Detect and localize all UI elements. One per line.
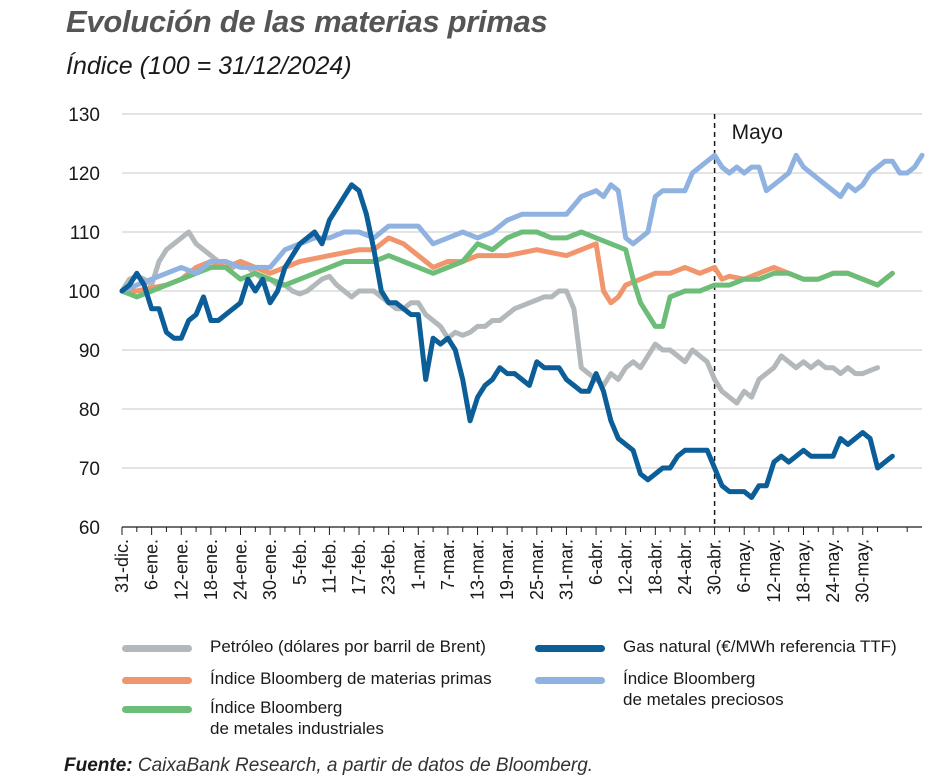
y-tick-label: 110 [70,223,100,244]
y-tick-label: 120 [68,164,100,185]
y-axis-ticks: 60 70 80 90 100 110 120 130 [68,105,100,539]
x-tick-label: 12-abr. [616,539,636,595]
legend-swatch-commodities [122,677,192,684]
x-tick-label: 30-may. [853,539,873,603]
legend-item-gas: Gas natural (€/MWh referencia TTF) [535,636,897,657]
y-tick-label: 80 [79,400,100,421]
x-tick-label: 6-ene. [142,539,162,590]
x-tick-label: 19-mar. [497,539,517,600]
x-tick-label: 24-ene. [231,539,251,600]
y-tick-label: 100 [68,282,100,303]
source-label: Fuente: [64,755,133,776]
x-tick-label: 12-ene. [171,539,191,600]
series-line-ndice-bloomberg-de [119,235,895,306]
x-tick-label: 13-mar. [468,539,488,600]
series-line-ndice-bloomberg-de [119,152,925,294]
x-tick-label: 18-ene. [201,539,221,600]
legend-label-industrial-metals: Índice Bloomberg de metales industriales [210,698,384,738]
series-line-ndice-bloomberg-de [119,229,895,329]
series-line-gas-natural-mwh [119,182,895,500]
x-tick-label: 6-abr. [586,539,606,585]
x-tick-label: 5-feb. [290,539,310,585]
legend-label-oil: Petróleo (dólares por barril de Brent) [210,637,486,656]
legend-swatch-industrial-metals [122,706,192,713]
series-lines [119,152,925,500]
y-tick-label: 90 [79,341,100,362]
legend-item-precious-metals: Índice Bloomberg de metales preciosos [535,668,784,710]
grid-lines [122,113,922,528]
legend-label-gas: Gas natural (€/MWh referencia TTF) [623,637,897,656]
line-chart: 60 70 80 90 100 110 120 130 31-dic. 6-ene. 12-ene… [68,105,925,603]
legend-item-oil: Petróleo (dólares por barril de Brent) [122,636,486,657]
x-tick-label: 25-mar. [527,539,547,600]
x-tick-label: 17-feb. [349,539,369,595]
x-tick-label: 12-may. [764,539,784,603]
x-axis-ticks: 31-dic. 6-ene. 12-ene. 18-ene. 24-ene. 30-ene… [112,527,908,603]
legend-swatch-oil [122,645,192,652]
x-tick-label: 24-may. [823,539,843,603]
x-tick-label: 18-abr. [645,539,665,595]
y-tick-label: 130 [68,105,100,126]
x-tick-label: 23-feb. [379,539,399,595]
chart-subtitle: Índice (100 = 31/12/2024) [66,52,352,80]
x-tick-label: 18-may. [793,539,813,603]
source-text: CaixaBank Research, a partir de datos de… [137,755,594,776]
may-annotation: Mayo [713,114,783,527]
legend-label-commodities: Índice Bloomberg de materias primas [210,669,492,688]
x-tick-label: 24-abr. [675,539,695,595]
legend-swatch-precious-metals [535,677,605,684]
x-tick-label: 30-abr. [705,539,725,595]
x-tick-label: 7-mar. [438,539,458,590]
y-tick-label: 60 [79,518,100,539]
source-note: Fuente: CaixaBank Research, a partir de … [64,755,593,777]
chart-title: Evolución de las materias primas [66,4,548,39]
legend-label-precious-metals: Índice Bloomberg de metales preciosos [623,669,784,709]
legend-swatch-gas [535,645,605,652]
x-tick-label: 31-dic. [112,539,132,593]
y-tick-label: 70 [79,459,100,480]
x-tick-label: 30-ene. [260,539,280,600]
may-label: Mayo [732,121,783,144]
x-tick-label: 1-mar. [408,539,428,590]
x-tick-label: 11-feb. [319,539,339,594]
legend-item-industrial-metals: Índice Bloomberg de metales industriales [122,697,384,739]
x-tick-label: 31-mar. [556,539,576,600]
legend-item-commodities: Índice Bloomberg de materias primas [122,668,492,689]
x-tick-label: 6-may. [734,539,754,593]
